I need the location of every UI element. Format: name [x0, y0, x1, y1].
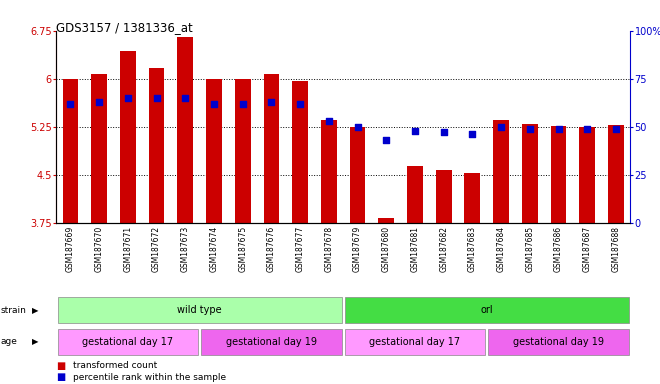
Text: ▶: ▶ [32, 306, 38, 314]
Text: GSM187687: GSM187687 [583, 226, 592, 272]
Point [238, 101, 248, 107]
Text: GSM187685: GSM187685 [525, 226, 535, 272]
Point [467, 131, 478, 137]
Point [381, 137, 391, 143]
Point [65, 101, 76, 107]
Point [151, 95, 162, 101]
Text: GSM187681: GSM187681 [411, 226, 420, 272]
Bar [345, 297, 629, 323]
Bar [407, 166, 423, 223]
Point [352, 124, 363, 130]
Bar [436, 170, 451, 223]
Text: wild type: wild type [178, 305, 222, 315]
Text: gestational day 19: gestational day 19 [226, 337, 317, 347]
Text: ■: ■ [56, 372, 65, 382]
Bar [91, 74, 107, 223]
Point [123, 95, 133, 101]
Point [553, 126, 564, 132]
Text: GSM187684: GSM187684 [496, 226, 506, 272]
Point [438, 129, 449, 136]
Point [94, 99, 104, 105]
Text: GSM187679: GSM187679 [353, 226, 362, 272]
Text: GSM187688: GSM187688 [611, 226, 620, 272]
Text: GSM187670: GSM187670 [94, 226, 104, 272]
Bar [321, 120, 337, 223]
Bar [201, 329, 342, 355]
Point [180, 95, 191, 101]
Text: orl: orl [480, 305, 493, 315]
Bar [608, 126, 624, 223]
Text: gestational day 19: gestational day 19 [513, 337, 604, 347]
Text: GSM187683: GSM187683 [468, 226, 477, 272]
Bar [493, 120, 509, 223]
Text: GSM187676: GSM187676 [267, 226, 276, 272]
Text: GSM187672: GSM187672 [152, 226, 161, 272]
Text: GSM187686: GSM187686 [554, 226, 563, 272]
Point [610, 126, 621, 132]
Text: GSM187669: GSM187669 [66, 226, 75, 272]
Point [266, 99, 277, 105]
Text: GSM187671: GSM187671 [123, 226, 133, 272]
Bar [488, 329, 629, 355]
Text: gestational day 17: gestational day 17 [82, 337, 174, 347]
Bar [350, 127, 366, 223]
Text: GSM187674: GSM187674 [209, 226, 218, 272]
Bar [178, 37, 193, 223]
Point [323, 118, 334, 124]
Text: GSM187677: GSM187677 [296, 226, 305, 272]
Text: GDS3157 / 1381336_at: GDS3157 / 1381336_at [56, 21, 193, 34]
Bar [148, 68, 164, 223]
Text: ▶: ▶ [32, 338, 38, 346]
Bar [57, 297, 342, 323]
Text: ■: ■ [56, 361, 65, 371]
Text: gestational day 17: gestational day 17 [370, 337, 461, 347]
Text: GSM187680: GSM187680 [381, 226, 391, 272]
Text: GSM187682: GSM187682 [439, 226, 448, 272]
Bar [378, 218, 394, 223]
Bar [120, 51, 136, 223]
Text: age: age [1, 338, 18, 346]
Text: strain: strain [1, 306, 26, 314]
Text: GSM187678: GSM187678 [324, 226, 333, 272]
Text: GSM187673: GSM187673 [181, 226, 190, 272]
Point [209, 101, 219, 107]
Point [410, 127, 420, 134]
Bar [550, 126, 566, 223]
Point [295, 101, 306, 107]
Bar [292, 81, 308, 223]
Bar [522, 124, 538, 223]
Bar [263, 74, 279, 223]
Text: transformed count: transformed count [73, 361, 157, 370]
Point [496, 124, 506, 130]
Text: percentile rank within the sample: percentile rank within the sample [73, 372, 226, 382]
Bar [206, 79, 222, 223]
Text: GSM187675: GSM187675 [238, 226, 248, 272]
Bar [465, 173, 480, 223]
Bar [235, 79, 251, 223]
Point [525, 126, 535, 132]
Bar [579, 127, 595, 223]
Bar [57, 329, 198, 355]
Point [582, 126, 593, 132]
Bar [63, 79, 79, 223]
Bar [345, 329, 485, 355]
